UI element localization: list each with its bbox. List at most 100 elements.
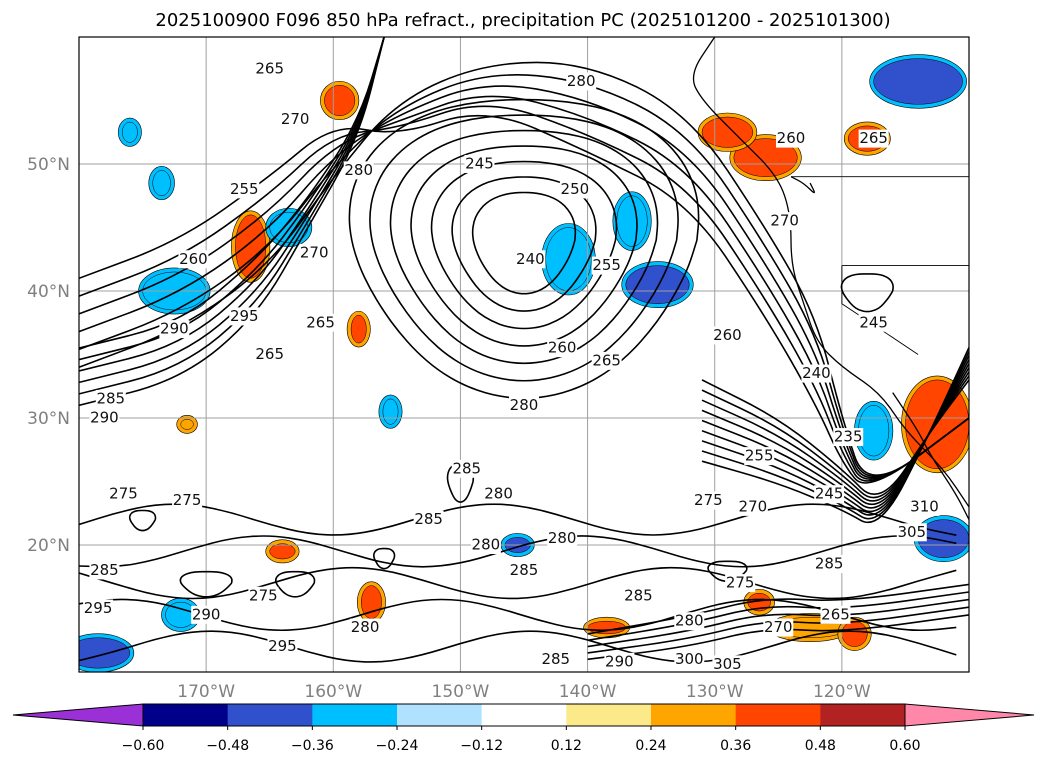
contour-label-bg (159, 320, 190, 339)
colorbar-segment (735, 704, 821, 726)
colorbar-tick-label: 0.36 (720, 738, 751, 754)
precip-blob (873, 58, 963, 105)
contour-label: 270 (281, 110, 310, 128)
contour-label-bg (604, 652, 635, 671)
y-axis-ticks: 20°N 30°N 40°N 50°N (27, 155, 70, 556)
contour-label: 285 (90, 561, 119, 579)
contour-label-bg (470, 536, 501, 554)
contour-label-bg (814, 485, 845, 504)
contour-label-bg (623, 586, 654, 605)
colorbar-tick-label: 0.12 (551, 738, 582, 754)
contour-label: 275 (249, 586, 278, 604)
contour-label-bg (89, 409, 120, 427)
contour-label-bg (343, 161, 374, 180)
contour-label: 305 (897, 523, 926, 541)
contour-label-bg (858, 129, 889, 148)
colorbar-tick-label: −0.60 (122, 738, 165, 754)
contour-label: 290 (605, 652, 634, 670)
contour-label: 245 (815, 485, 844, 503)
precip-blob (269, 543, 296, 560)
contour-line (79, 630, 957, 663)
contour-label: 265 (821, 605, 850, 623)
contour-label-bg (108, 485, 139, 504)
precip-blob (324, 85, 356, 116)
contour-line (410, 145, 638, 347)
contour-label-bg (451, 459, 482, 478)
colorbar-extend-high (904, 703, 1035, 727)
contour-label-bg (559, 180, 590, 199)
precip-blob (152, 170, 171, 197)
precip-blob (79, 637, 131, 669)
contour-label: 280 (351, 618, 380, 636)
colorbar-segment (397, 704, 483, 726)
contour-label: 260 (548, 339, 577, 357)
contour-line (79, 37, 385, 361)
coastline-segment (892, 392, 969, 520)
coastline (692, 37, 969, 520)
contour-label-bg (909, 497, 940, 516)
colorbar-tick-label: 0.24 (635, 738, 666, 754)
contour-label-bg (776, 129, 806, 148)
precip-blob (841, 620, 868, 647)
contour-label-bg (464, 155, 495, 173)
contour-label-bg (413, 510, 444, 529)
contour-label-bg (547, 339, 578, 358)
contour-label: 240 (516, 250, 545, 268)
contour-label-bg (350, 618, 381, 637)
contour-label: 285 (452, 459, 481, 477)
contour-label-bg (566, 72, 597, 91)
contour-label: 275 (109, 485, 138, 503)
contour-label: 275 (726, 574, 755, 592)
contour-label-bg (299, 243, 330, 262)
colorbar-segment (312, 704, 398, 726)
contour-label-bg (540, 650, 571, 669)
contour-label-bg (267, 637, 298, 656)
colorbar-tick-label: −0.24 (376, 738, 419, 754)
contour-label: 245 (465, 155, 494, 173)
contour-label: 290 (192, 605, 221, 623)
contour-label: 280 (675, 612, 704, 630)
contour-label: 265 (255, 59, 284, 77)
contour-label: 280 (510, 396, 539, 414)
contour-label: 280 (567, 72, 596, 90)
contour-label: 285 (541, 650, 570, 668)
contour-label-bg (483, 485, 514, 504)
contour-label: 295 (84, 599, 113, 617)
contour-label: 255 (592, 256, 621, 274)
contour-label-bg (725, 574, 756, 593)
x-tick-label: 130°W (686, 682, 744, 702)
contour-label: 280 (548, 529, 577, 547)
precip-blob (180, 419, 194, 430)
contour-label: 250 (561, 180, 590, 198)
contour-label-bg (769, 212, 800, 231)
contour-label: 295 (230, 307, 259, 325)
contour-label: 280 (472, 536, 501, 554)
x-tick-label: 140°W (559, 682, 617, 702)
contour-line (587, 583, 969, 635)
x-axis-ticks: 170°W 160°W 150°W 140°W 130°W 120°W (177, 682, 871, 702)
contour-label: 265 (255, 345, 284, 363)
contour-label-bg (83, 599, 114, 618)
contour-label: 295 (268, 637, 297, 655)
contour-line (430, 160, 618, 330)
colorbar-tick-label: 0.60 (889, 738, 920, 754)
contour-labels: 265 280 270 280 245 250 255 240 255 260 270 260 265 2… (83, 59, 940, 672)
contour-label: 265 (859, 129, 888, 147)
precip-blob (382, 398, 399, 425)
contour-label-bg (814, 555, 845, 574)
contour-line (79, 105, 969, 482)
chart-title: 2025100900 F096 850 hPa refract., precip… (155, 10, 890, 31)
contour-label-bg (674, 650, 705, 669)
contour-line (79, 37, 385, 349)
contour-line (372, 547, 396, 570)
colorbar-segment (143, 704, 229, 726)
contour-label: 265 (306, 313, 335, 331)
contour-label: 280 (344, 161, 373, 179)
contour-label: 300 (675, 650, 704, 668)
contour-label-bg (801, 364, 832, 383)
precip-blob (625, 265, 690, 304)
contour-label-bg (509, 561, 539, 580)
contour-label-bg (254, 345, 285, 364)
contour-label-bg (591, 351, 622, 370)
